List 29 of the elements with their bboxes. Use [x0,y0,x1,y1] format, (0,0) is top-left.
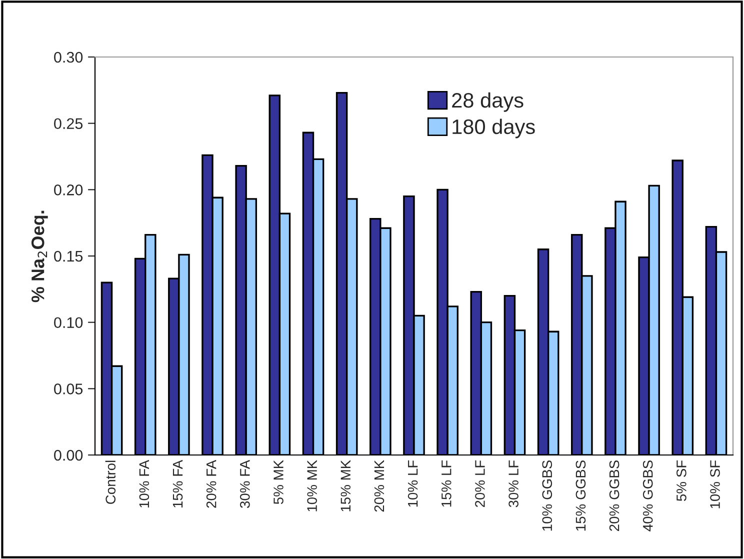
x-tick-label: 10% FA [139,460,150,508]
x-tick-label: 10% SF [710,460,720,508]
x-tick-label: 10% LF [408,460,418,507]
x-tick-label: 10% GGBS [542,460,552,531]
y-axis-title: % Na$_{2}$Oeq. [31,210,48,302]
x-tick-label: 20% LF [475,460,485,508]
x-tick-label: Control [105,460,116,504]
y-tick-label: 0.05 [54,384,83,394]
x-tick-label: 20% GGBS [609,460,620,531]
y-tick-label: 0.20 [54,184,83,196]
x-tick-label: 30% FA [240,460,250,508]
y-tick-label: 0.30 [54,52,83,63]
x-tick-label: 40% GGBS [642,460,653,532]
y-tick-label: 0.10 [54,317,83,328]
y-tick-label: 0.15 [54,250,83,262]
x-tick-label: 15% MK [340,460,351,512]
legend-label: 180 days [452,118,535,138]
x-tick-label: 15% GGBS [576,460,586,531]
legend-label: 28 days [452,92,524,112]
x-tick-label: 20% MK [374,460,384,512]
x-tick-label: 20% FA [206,460,216,508]
x-tick-label: 30% LF [508,460,518,508]
x-tick-label: 15% LF [442,460,452,507]
x-tick-label: 5% MK [274,460,284,504]
y-tick-label: 0.00 [54,450,83,461]
x-tick-label: 15% FA [172,460,183,508]
x-tick-label: 5% SF [676,460,686,501]
x-tick-label: 10% MK [307,460,317,512]
y-tick-label: 0.25 [54,118,83,130]
